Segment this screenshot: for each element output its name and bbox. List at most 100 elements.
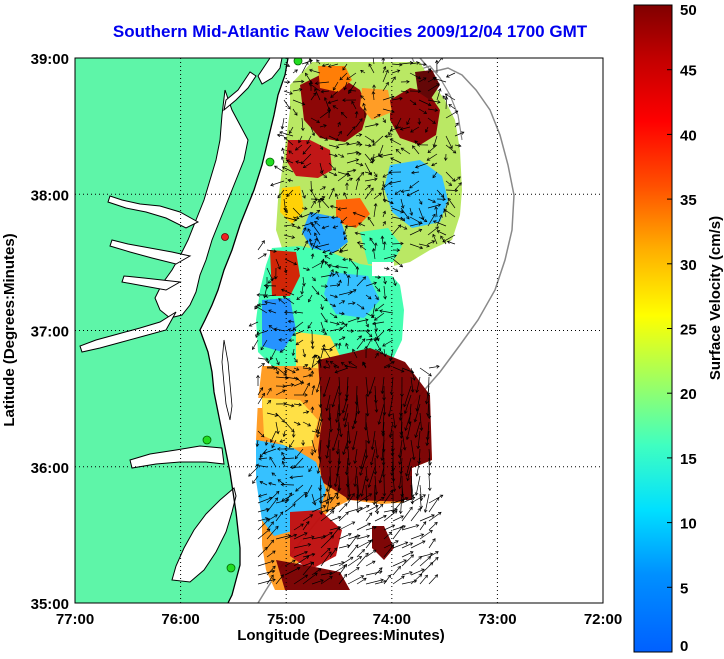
- velocity-vector: [419, 530, 433, 540]
- velocity-vector-head: [325, 488, 330, 493]
- velocity-vector-head: [414, 492, 419, 496]
- velocity-vector: [365, 421, 370, 444]
- velocity-vector-head: [410, 554, 414, 558]
- velocity-vector-head: [356, 241, 361, 245]
- velocity-vector: [252, 475, 259, 484]
- velocity-vector: [356, 552, 369, 567]
- velocity-vector-head: [318, 500, 323, 504]
- velocity-vector-head: [410, 129, 414, 133]
- velocity-vector: [364, 144, 372, 147]
- velocity-vector: [269, 456, 277, 468]
- velocity-vector: [374, 348, 384, 355]
- velocity-vector-head: [338, 249, 343, 254]
- velocity-vector: [372, 303, 376, 318]
- velocity-vector-head: [409, 571, 413, 575]
- velocity-vector: [345, 225, 357, 228]
- velocity-vector: [410, 126, 420, 133]
- velocity-vector: [338, 503, 348, 513]
- velocity-vector: [257, 560, 275, 567]
- velocity-vector-head: [301, 442, 305, 446]
- velocity-vector: [409, 72, 421, 79]
- velocity-vector-head: [261, 363, 265, 367]
- velocity-vector-head: [345, 172, 350, 177]
- velocity-vector: [356, 493, 359, 513]
- velocity-vector-head: [343, 236, 348, 241]
- velocity-vector-head: [279, 130, 283, 135]
- velocity-vector-head: [436, 230, 441, 234]
- velocity-vector-head: [287, 534, 292, 538]
- velocity-vector-head: [395, 125, 399, 129]
- velocity-vector-head: [291, 352, 296, 357]
- velocity-vector-head: [403, 559, 407, 563]
- velocity-vector: [338, 280, 341, 287]
- velocity-vector: [311, 494, 327, 504]
- velocity-vector: [311, 339, 314, 349]
- velocity-vector: [329, 502, 340, 513]
- velocity-vector-head: [442, 239, 446, 243]
- velocity-vector-head: [401, 217, 406, 222]
- velocity-vector-head: [387, 328, 392, 333]
- velocity-vector-head: [359, 162, 364, 167]
- velocity-vector-head: [419, 505, 423, 510]
- velocity-vector-head: [401, 575, 405, 580]
- velocity-vector-head: [335, 137, 340, 142]
- velocity-vector-head: [257, 303, 261, 307]
- velocity-vector-head: [448, 104, 453, 108]
- velocity-vector: [454, 131, 465, 137]
- velocity-vector: [356, 266, 358, 278]
- velocity-vector: [271, 439, 277, 448]
- velocity-vector-head: [255, 463, 260, 468]
- velocity-vector-head: [349, 556, 354, 561]
- velocity-vector: [335, 265, 349, 269]
- velocity-vector: [319, 186, 326, 191]
- velocity-vector: [382, 108, 395, 113]
- velocity-vector: [336, 403, 340, 423]
- velocity-vector: [365, 484, 368, 502]
- velocity-vector-head: [348, 257, 353, 262]
- velocity-vector: [293, 523, 304, 531]
- velocity-vector: [325, 360, 331, 368]
- velocity-vector: [427, 214, 436, 227]
- velocity-vector: [427, 83, 440, 92]
- velocity-vector-head: [282, 295, 287, 300]
- velocity-vector: [374, 394, 378, 413]
- velocity-vector-head: [260, 346, 264, 351]
- velocity-vector-head: [293, 217, 298, 222]
- velocity-vector-head: [365, 552, 369, 557]
- velocity-vector: [382, 69, 389, 83]
- velocity-vector: [324, 255, 331, 260]
- velocity-vector-head: [419, 245, 424, 250]
- velocity-vector-head: [419, 201, 423, 205]
- velocity-vector: [445, 189, 458, 191]
- velocity-vector: [388, 180, 402, 185]
- velocity-vector-head: [360, 171, 365, 176]
- velocity-vector-head: [388, 181, 392, 186]
- velocity-vector: [270, 180, 285, 186]
- velocity-vector-head: [348, 90, 352, 94]
- velocity-vector: [364, 171, 372, 175]
- velocity-vector: [338, 321, 345, 325]
- velocity-vector: [355, 134, 362, 137]
- velocity-vector: [418, 77, 427, 83]
- velocity-vector-head: [397, 224, 402, 228]
- velocity-vector: [320, 321, 325, 332]
- velocity-vector: [293, 381, 304, 387]
- velocity-vector-head: [400, 209, 404, 214]
- velocity-vector-head: [431, 240, 436, 244]
- velocity-vector: [286, 159, 294, 164]
- velocity-vector: [427, 226, 439, 236]
- velocity-vector-head: [280, 288, 285, 293]
- velocity-vector: [326, 484, 331, 504]
- velocity-vector: [320, 330, 327, 335]
- velocity-vector-head: [298, 139, 302, 144]
- velocity-vector-head: [356, 316, 360, 321]
- velocity-vector: [400, 421, 403, 439]
- velocity-vector: [345, 385, 349, 402]
- velocity-vector-head: [379, 309, 383, 313]
- velocity-vector-head: [370, 446, 375, 451]
- velocity-vector: [344, 412, 349, 428]
- velocity-vector-head: [257, 493, 262, 498]
- velocity-vector-head: [324, 297, 328, 302]
- velocity-vector-head: [368, 171, 373, 175]
- velocity-vector-head: [381, 58, 386, 61]
